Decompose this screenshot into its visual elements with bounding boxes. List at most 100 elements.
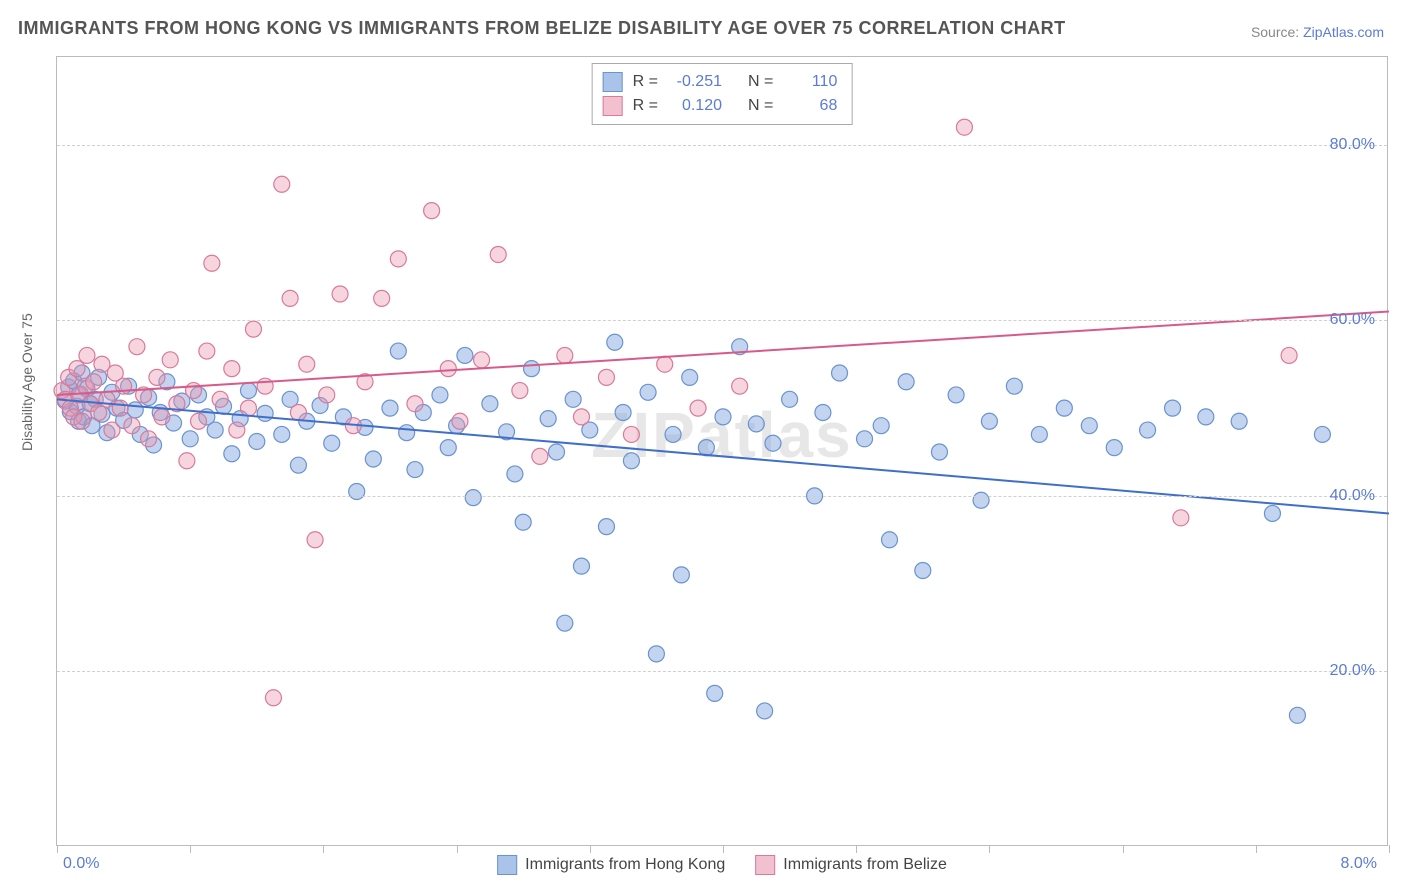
data-point-hong_kong bbox=[1056, 400, 1072, 416]
chart-frame: Disability Age Over 75 ZIPatlas R =-0.25… bbox=[56, 56, 1388, 846]
data-point-hong_kong bbox=[524, 361, 540, 377]
data-point-hong_kong bbox=[257, 405, 273, 421]
source-prefix: Source: bbox=[1251, 24, 1303, 40]
data-point-belize bbox=[274, 176, 290, 192]
data-point-belize bbox=[245, 321, 261, 337]
data-point-belize bbox=[490, 247, 506, 263]
data-point-belize bbox=[229, 422, 245, 438]
data-point-hong_kong bbox=[607, 334, 623, 350]
data-point-hong_kong bbox=[432, 387, 448, 403]
legend-stats-row-belize: R =0.120N =68 bbox=[603, 94, 838, 118]
data-point-hong_kong bbox=[1081, 418, 1097, 434]
swatch-hong_kong bbox=[497, 855, 517, 875]
data-point-belize bbox=[390, 251, 406, 267]
data-point-belize bbox=[282, 290, 298, 306]
x-axis-end-label: 8.0% bbox=[1341, 855, 1377, 873]
data-point-hong_kong bbox=[898, 374, 914, 390]
x-tick bbox=[1256, 845, 1257, 853]
data-point-belize bbox=[290, 405, 306, 421]
data-point-belize bbox=[424, 203, 440, 219]
data-point-hong_kong bbox=[748, 416, 764, 432]
data-point-hong_kong bbox=[882, 532, 898, 548]
x-tick bbox=[590, 845, 591, 853]
data-point-belize bbox=[657, 356, 673, 372]
legend-series: Immigrants from Hong KongImmigrants from… bbox=[497, 855, 947, 875]
data-point-belize bbox=[224, 361, 240, 377]
data-point-belize bbox=[573, 409, 589, 425]
data-point-hong_kong bbox=[673, 567, 689, 583]
data-point-belize bbox=[162, 352, 178, 368]
data-point-hong_kong bbox=[127, 402, 143, 418]
data-point-belize bbox=[299, 356, 315, 372]
legend-item-hong_kong: Immigrants from Hong Kong bbox=[497, 855, 725, 875]
data-point-hong_kong bbox=[615, 405, 631, 421]
data-point-hong_kong bbox=[249, 433, 265, 449]
gridline bbox=[57, 496, 1387, 497]
data-point-hong_kong bbox=[540, 411, 556, 427]
x-tick bbox=[457, 845, 458, 853]
data-point-hong_kong bbox=[1198, 409, 1214, 425]
x-tick bbox=[723, 845, 724, 853]
data-point-belize bbox=[956, 119, 972, 135]
r-label: R = bbox=[633, 94, 658, 118]
data-point-belize bbox=[374, 290, 390, 306]
data-point-hong_kong bbox=[324, 435, 340, 451]
data-point-hong_kong bbox=[290, 457, 306, 473]
data-point-hong_kong bbox=[782, 391, 798, 407]
y-axis-label: Disability Age Over 75 bbox=[19, 313, 35, 451]
data-point-hong_kong bbox=[682, 369, 698, 385]
swatch-belize bbox=[755, 855, 775, 875]
x-tick bbox=[57, 845, 58, 853]
data-point-belize bbox=[104, 422, 120, 438]
data-point-hong_kong bbox=[440, 440, 456, 456]
data-point-hong_kong bbox=[407, 462, 423, 478]
data-point-hong_kong bbox=[573, 558, 589, 574]
data-point-hong_kong bbox=[623, 453, 639, 469]
data-point-belize bbox=[474, 352, 490, 368]
data-point-belize bbox=[240, 400, 256, 416]
x-tick bbox=[1389, 845, 1390, 853]
data-point-belize bbox=[86, 374, 102, 390]
data-point-hong_kong bbox=[715, 409, 731, 425]
data-point-belize bbox=[1173, 510, 1189, 526]
source-attribution: Source: ZipAtlas.com bbox=[1251, 24, 1384, 40]
data-point-belize bbox=[149, 369, 165, 385]
data-point-hong_kong bbox=[973, 492, 989, 508]
data-point-hong_kong bbox=[931, 444, 947, 460]
n-value: 110 bbox=[783, 70, 837, 94]
data-point-hong_kong bbox=[224, 446, 240, 462]
data-point-hong_kong bbox=[1165, 400, 1181, 416]
x-axis-start-label: 0.0% bbox=[63, 855, 99, 873]
swatch-hong_kong bbox=[603, 72, 623, 92]
n-value: 68 bbox=[783, 94, 837, 118]
gridline bbox=[57, 320, 1387, 321]
r-value: 0.120 bbox=[668, 94, 722, 118]
data-point-hong_kong bbox=[507, 466, 523, 482]
data-point-hong_kong bbox=[815, 405, 831, 421]
data-point-hong_kong bbox=[274, 426, 290, 442]
data-point-belize bbox=[124, 418, 140, 434]
source-link[interactable]: ZipAtlas.com bbox=[1303, 24, 1384, 40]
y-tick-label: 60.0% bbox=[1330, 311, 1375, 329]
data-point-belize bbox=[69, 361, 85, 377]
data-point-belize bbox=[1281, 347, 1297, 363]
gridline bbox=[57, 145, 1387, 146]
legend-stats: R =-0.251N =110R =0.120N =68 bbox=[592, 63, 853, 125]
y-tick-label: 20.0% bbox=[1330, 662, 1375, 680]
data-point-belize bbox=[204, 255, 220, 271]
data-point-hong_kong bbox=[765, 435, 781, 451]
data-point-hong_kong bbox=[457, 347, 473, 363]
gridline bbox=[57, 671, 1387, 672]
y-tick-label: 80.0% bbox=[1330, 136, 1375, 154]
data-point-belize bbox=[598, 369, 614, 385]
data-point-belize bbox=[79, 347, 95, 363]
data-point-belize bbox=[532, 448, 548, 464]
data-point-belize bbox=[186, 383, 202, 399]
data-point-hong_kong bbox=[1289, 707, 1305, 723]
data-point-hong_kong bbox=[598, 519, 614, 535]
data-point-hong_kong bbox=[981, 413, 997, 429]
data-point-hong_kong bbox=[365, 451, 381, 467]
r-label: R = bbox=[633, 70, 658, 94]
data-point-belize bbox=[265, 690, 281, 706]
data-point-belize bbox=[407, 396, 423, 412]
